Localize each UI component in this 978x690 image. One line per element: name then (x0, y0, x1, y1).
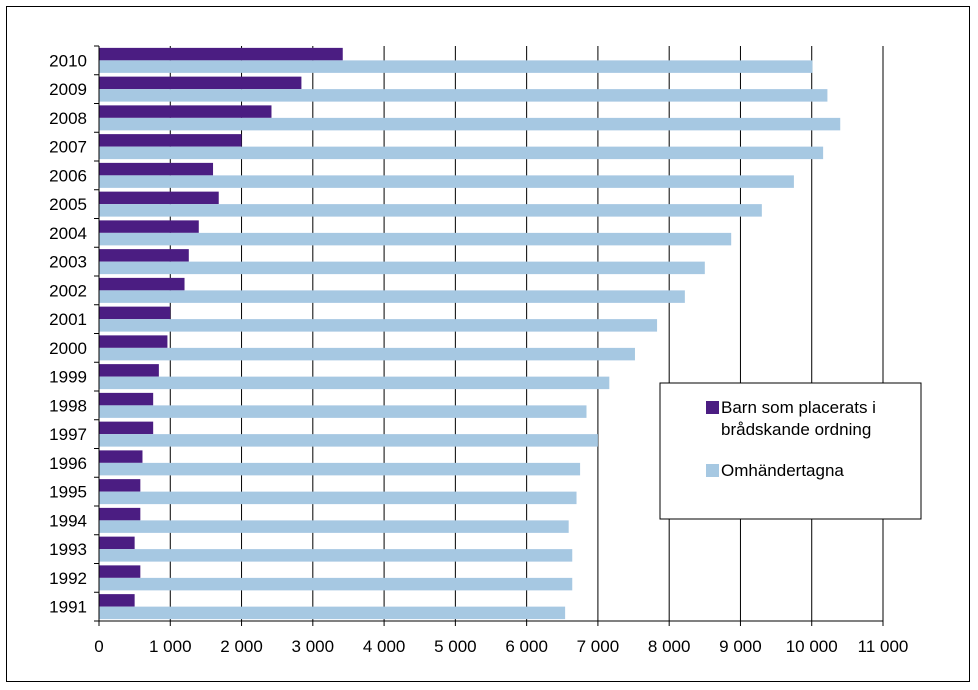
bar-barn-1991 (99, 594, 135, 607)
bar-barn-1995 (99, 479, 141, 492)
x-tick-label-3: 3 000 (292, 637, 335, 656)
bar-barn-1994 (99, 507, 141, 521)
bar-barn-2008 (99, 105, 272, 118)
y-tick-label-1992: 1992 (49, 569, 87, 588)
y-tick-label-1996: 1996 (49, 454, 87, 473)
legend-label-1-0: Omhändertagna (721, 461, 844, 480)
y-tick-label-2006: 2006 (49, 166, 87, 185)
gridlines (98, 46, 884, 621)
y-tick-label-2005: 2005 (49, 195, 87, 214)
bar-omhandertagna-1997 (99, 434, 598, 447)
bar-omhandertagna-2002 (99, 290, 685, 303)
bar-omhandertagna-1992 (99, 577, 573, 591)
y-tick-label-2002: 2002 (49, 281, 87, 300)
y-tick-label-2010: 2010 (49, 51, 87, 70)
x-tick-label-7: 7 000 (577, 637, 620, 656)
bar-barn-2010 (99, 47, 343, 61)
bar-barn-1993 (99, 536, 135, 550)
legend-swatch-1 (706, 464, 719, 477)
x-axis-labels: 0 1 000 2 000 3 000 4 000 5 000 6 000 7 000 8 00… (94, 637, 908, 656)
bar-omhandertagna-1993 (99, 549, 573, 562)
y-tick-label-2008: 2008 (49, 109, 87, 128)
y-tick-label-1995: 1995 (49, 483, 87, 502)
x-tick-label-0: 0 (94, 637, 103, 656)
y-tick-label-2001: 2001 (49, 310, 87, 329)
bar-barn-2004 (99, 220, 199, 233)
bar-omhandertagna-2000 (99, 347, 635, 361)
axes (94, 45, 884, 626)
bar-barn-2002 (99, 277, 185, 291)
x-tick-label-10: 10 000 (786, 637, 838, 656)
bar-omhandertagna-2009 (99, 89, 828, 102)
x-tick-label-8: 8 000 (648, 637, 691, 656)
bars (99, 47, 841, 620)
legend: Barn som placerats i brådskande ordning Om… (659, 382, 922, 520)
bar-omhandertagna-2007 (99, 146, 824, 160)
bar-barn-2009 (99, 76, 302, 90)
legend-label-0-0: Barn som placerats i (721, 398, 876, 417)
x-tick-label-2: 2 000 (220, 637, 263, 656)
legend-swatch-0 (706, 401, 719, 414)
y-tick-label-1991: 1991 (49, 598, 87, 617)
x-tick-label-6: 6 000 (505, 637, 548, 656)
x-tick-label-9: 9 000 (719, 637, 762, 656)
y-tick-label-2009: 2009 (49, 80, 87, 99)
bar-barn-2003 (99, 249, 189, 262)
bar-barn-1999 (99, 364, 159, 377)
bar-barn-2000 (99, 335, 168, 348)
y-tick-label-1997: 1997 (49, 425, 87, 444)
bar-barn-2006 (99, 162, 214, 176)
bar-barn-1992 (99, 565, 141, 578)
bar-omhandertagna-2001 (99, 319, 658, 332)
y-tick-label-2000: 2000 (49, 339, 87, 358)
bar-barn-1996 (99, 450, 143, 463)
bar-barn-1998 (99, 392, 154, 406)
bar-barn-2001 (99, 306, 171, 320)
y-tick-label-1999: 1999 (49, 368, 87, 387)
bar-barn-2007 (99, 134, 242, 147)
y-tick-label-2007: 2007 (49, 138, 87, 157)
bar-barn-2005 (99, 191, 219, 205)
bar-omhandertagna-2010 (99, 60, 813, 73)
bar-omhandertagna-1995 (99, 491, 577, 505)
bar-omhandertagna-1998 (99, 405, 587, 418)
bar-omhandertagna-2008 (99, 117, 841, 131)
y-tick-label-2003: 2003 (49, 253, 87, 272)
legend-label-0-1: brådskande ordning (721, 420, 871, 439)
y-tick-label-2004: 2004 (49, 224, 87, 243)
bar-omhandertagna-1999 (99, 376, 610, 390)
x-tick-label-4: 4 000 (363, 637, 406, 656)
bar-omhandertagna-2006 (99, 175, 794, 188)
x-tick-label-5: 5 000 (434, 637, 477, 656)
chart-frame: 1991 1992 1993 1994 1995 1996 1997 1998 1999 2000… (6, 6, 970, 682)
y-axis-labels: 1991 1992 1993 1994 1995 1996 1997 1998 1999 2000… (49, 51, 87, 616)
chart-svg: 1991 1992 1993 1994 1995 1996 1997 1998 1999 2000… (49, 45, 922, 656)
y-tick-label-1994: 1994 (49, 511, 87, 530)
bar-omhandertagna-2003 (99, 261, 705, 275)
bar-barn-1997 (99, 421, 154, 435)
bar-omhandertagna-2004 (99, 232, 732, 246)
x-tick-label-1: 1 000 (149, 637, 192, 656)
legend-box (659, 382, 922, 520)
y-tick-label-1993: 1993 (49, 540, 87, 559)
bar-omhandertagna-2005 (99, 204, 762, 217)
bar-omhandertagna-1991 (99, 606, 566, 620)
bar-omhandertagna-1996 (99, 462, 581, 476)
x-tick-label-11: 11 000 (858, 637, 909, 656)
bar-omhandertagna-1994 (99, 520, 569, 533)
y-tick-label-1998: 1998 (49, 396, 87, 415)
